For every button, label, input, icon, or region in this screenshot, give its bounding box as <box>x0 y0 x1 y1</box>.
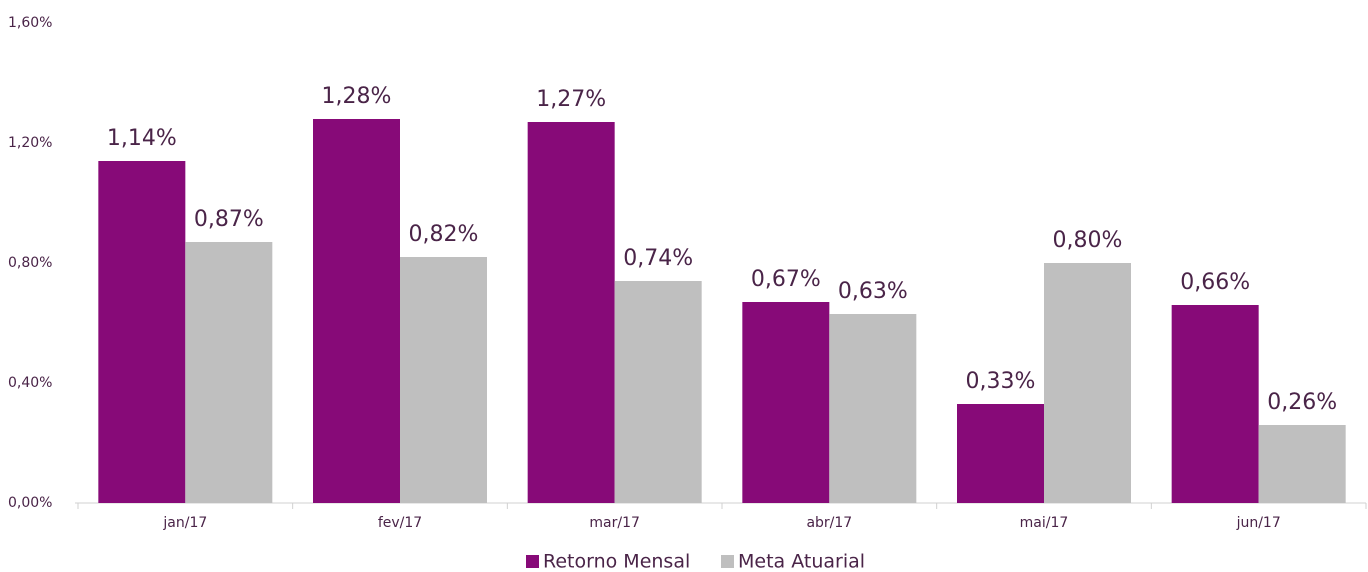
value-label: 0,67% <box>751 267 821 292</box>
bar <box>98 161 186 503</box>
y-tick-label: 0,00% <box>8 495 52 511</box>
bar <box>1258 425 1346 503</box>
legend-swatch <box>526 555 539 568</box>
legend-label: Meta Atuarial <box>738 551 865 572</box>
value-label: 0,80% <box>1053 228 1123 253</box>
x-tick-label: jan/17 <box>162 515 207 531</box>
y-tick-label: 1,20% <box>8 135 52 151</box>
x-tick-label: mai/17 <box>1020 515 1069 531</box>
bar <box>614 281 702 503</box>
value-label: 0,63% <box>838 279 908 304</box>
value-label: 0,74% <box>623 246 693 271</box>
legend-swatch <box>721 555 734 568</box>
bar <box>1044 263 1131 503</box>
y-tick-label: 1,60% <box>8 15 52 31</box>
x-tick-label: mar/17 <box>589 515 640 531</box>
y-tick-label: 0,40% <box>8 375 52 391</box>
y-tick-label: 0,80% <box>8 255 52 271</box>
bar <box>527 122 615 503</box>
value-label: 0,87% <box>194 207 264 232</box>
bar <box>313 119 400 503</box>
value-label: 1,14% <box>107 126 177 151</box>
x-tick-label: jun/17 <box>1236 515 1281 531</box>
x-tick-label: abr/17 <box>806 515 852 531</box>
value-label: 1,27% <box>536 87 606 112</box>
bar <box>957 404 1044 503</box>
bar <box>742 302 830 503</box>
value-label: 0,66% <box>1180 270 1250 295</box>
bar <box>400 257 487 503</box>
value-label: 0,26% <box>1267 390 1337 415</box>
value-label: 1,28% <box>322 84 392 109</box>
bar <box>185 242 273 503</box>
bar <box>829 314 917 503</box>
value-label: 0,82% <box>409 222 479 247</box>
x-tick-label: fev/17 <box>378 515 422 531</box>
bar <box>1171 305 1259 503</box>
legend-label: Retorno Mensal <box>543 551 690 572</box>
value-label: 0,33% <box>966 369 1036 394</box>
